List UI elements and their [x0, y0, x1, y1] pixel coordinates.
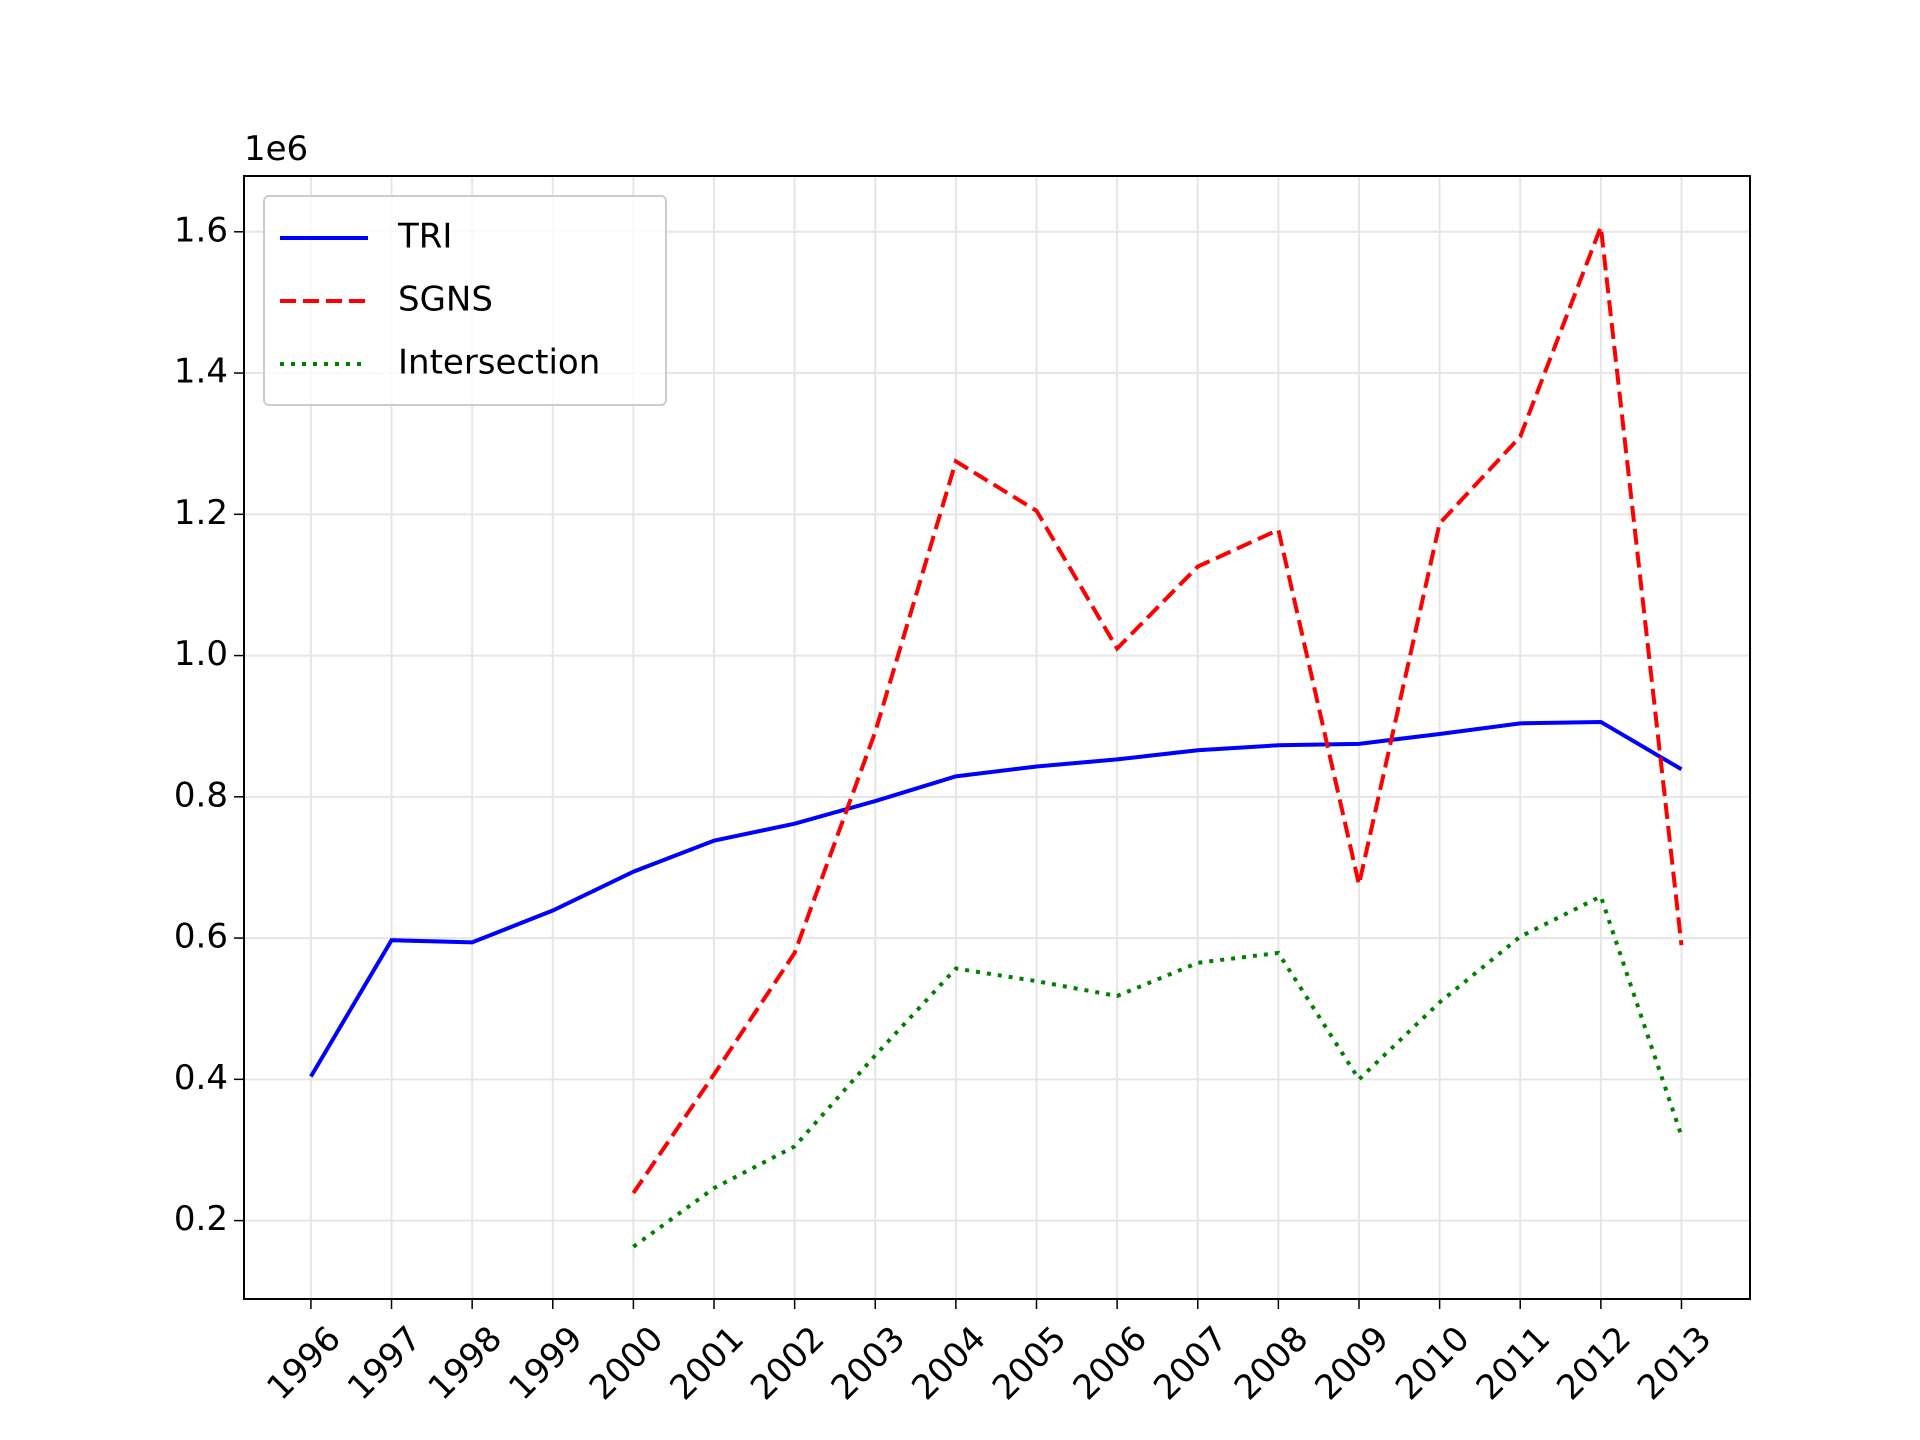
y-tick-label: 0.4: [174, 1058, 228, 1098]
legend-label: TRI: [397, 217, 452, 257]
x-tick-label: 1999: [501, 1319, 590, 1408]
y-tick-label: 1.4: [174, 352, 228, 392]
y-tick-label: 0.2: [174, 1199, 228, 1239]
y-tick-label: 0.6: [174, 917, 228, 957]
x-tick-label: 2013: [1630, 1319, 1719, 1408]
x-tick-label: 2011: [1469, 1319, 1558, 1408]
x-tick-label: 2001: [662, 1319, 751, 1408]
x-tick-label: 2007: [1146, 1319, 1235, 1408]
x-tick-label: 2012: [1549, 1319, 1638, 1408]
x-tick-label: 2008: [1227, 1319, 1316, 1408]
x-tick-label: 2004: [904, 1319, 993, 1408]
y-tick-label: 1.2: [174, 493, 228, 533]
x-tick-label: 1997: [340, 1319, 429, 1408]
y-tick-label: 1.6: [174, 210, 228, 250]
x-tick-label: 2006: [1066, 1319, 1155, 1408]
x-tick-label: 2003: [824, 1319, 913, 1408]
line-series: [631, 226, 1684, 1195]
y-tick-label: 0.8: [174, 775, 228, 815]
x-tick-label: 1996: [259, 1319, 348, 1408]
legend-box: [263, 195, 667, 406]
plot-frame: [243, 175, 1751, 1300]
line-series: [309, 719, 1683, 1078]
axis-offset-label: 1e6: [244, 129, 308, 169]
legend-label: SGNS: [398, 280, 493, 320]
x-tick-label: 2005: [985, 1319, 1074, 1408]
legend-label: Intersection: [398, 343, 600, 383]
line-series: [632, 893, 1684, 1249]
x-tick-label: 2002: [743, 1319, 832, 1408]
x-tick-label: 1998: [421, 1319, 510, 1408]
x-tick-label: 2010: [1388, 1319, 1477, 1408]
y-tick-label: 1.0: [174, 634, 228, 674]
x-tick-label: 2009: [1307, 1319, 1396, 1408]
x-tick-label: 2000: [582, 1319, 671, 1408]
